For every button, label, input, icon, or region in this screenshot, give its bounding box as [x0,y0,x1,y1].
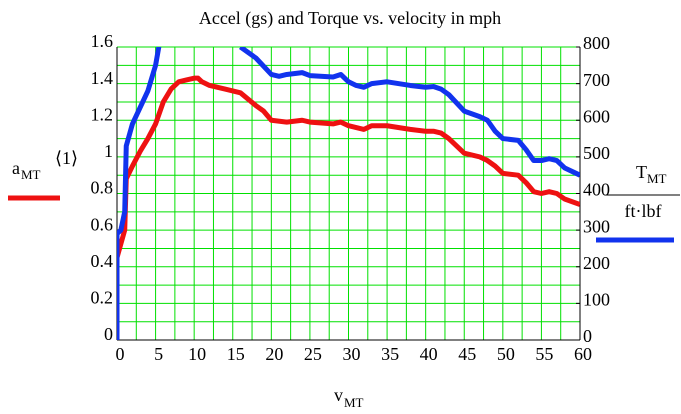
y2-tick-label: 400 [583,180,610,200]
x-tick-label: 0 [116,344,125,364]
y-tick-label: 0.4 [91,251,114,271]
x-axis-label: v [334,385,343,405]
x-tick-label: 35 [381,344,399,364]
y-axis-label: a [12,158,20,178]
y2-tick-label: 100 [583,290,610,310]
y2-axis-label-den: ft·lbf [625,201,662,221]
y-tick-label: 0.6 [91,214,114,234]
y-axis-label-sup: ⟨1⟩ [55,148,78,168]
y-tick-label: 0.2 [91,288,114,308]
y-tick-label: 0 [104,324,113,344]
y2-axis-label-sub: MT [647,171,667,186]
y2-tick-label: 300 [583,216,610,236]
x-tick-label: 50 [497,344,515,364]
y-tick-label: 0.8 [91,178,114,198]
y2-tick-label: 700 [583,70,610,90]
chart-title: Accel (gs) and Torque vs. velocity in mp… [199,8,501,29]
y2-tick-label: 800 [583,33,610,53]
y-axis-label-sub: MT [21,167,41,182]
x-tick-label: 45 [458,344,476,364]
y2-axis-label: T [636,162,647,182]
x-tick-label: 10 [188,344,206,364]
x-tick-label: 55 [535,344,553,364]
y2-tick-label: 200 [583,253,610,273]
x-tick-label: 40 [420,344,438,364]
y-tick-label: 1 [104,141,113,161]
y2-tick-label: 600 [583,106,610,126]
x-tick-label: 15 [227,344,245,364]
x-tick-label: 30 [343,344,361,364]
y2-tick-label: 500 [583,143,610,163]
series-line [117,75,580,259]
x-tick-label: 20 [265,344,283,364]
y2-tick-label: 0 [583,326,592,346]
y-tick-label: 1.4 [91,68,114,88]
series-line [117,47,580,340]
x-tick-label: 25 [304,344,322,364]
y-tick-label: 1.6 [91,31,114,51]
y-tick-label: 1.2 [91,104,114,124]
x-tick-label: 5 [154,344,163,364]
x-tick-label: 60 [574,344,592,364]
x-axis-label-sub: MT [344,395,364,410]
